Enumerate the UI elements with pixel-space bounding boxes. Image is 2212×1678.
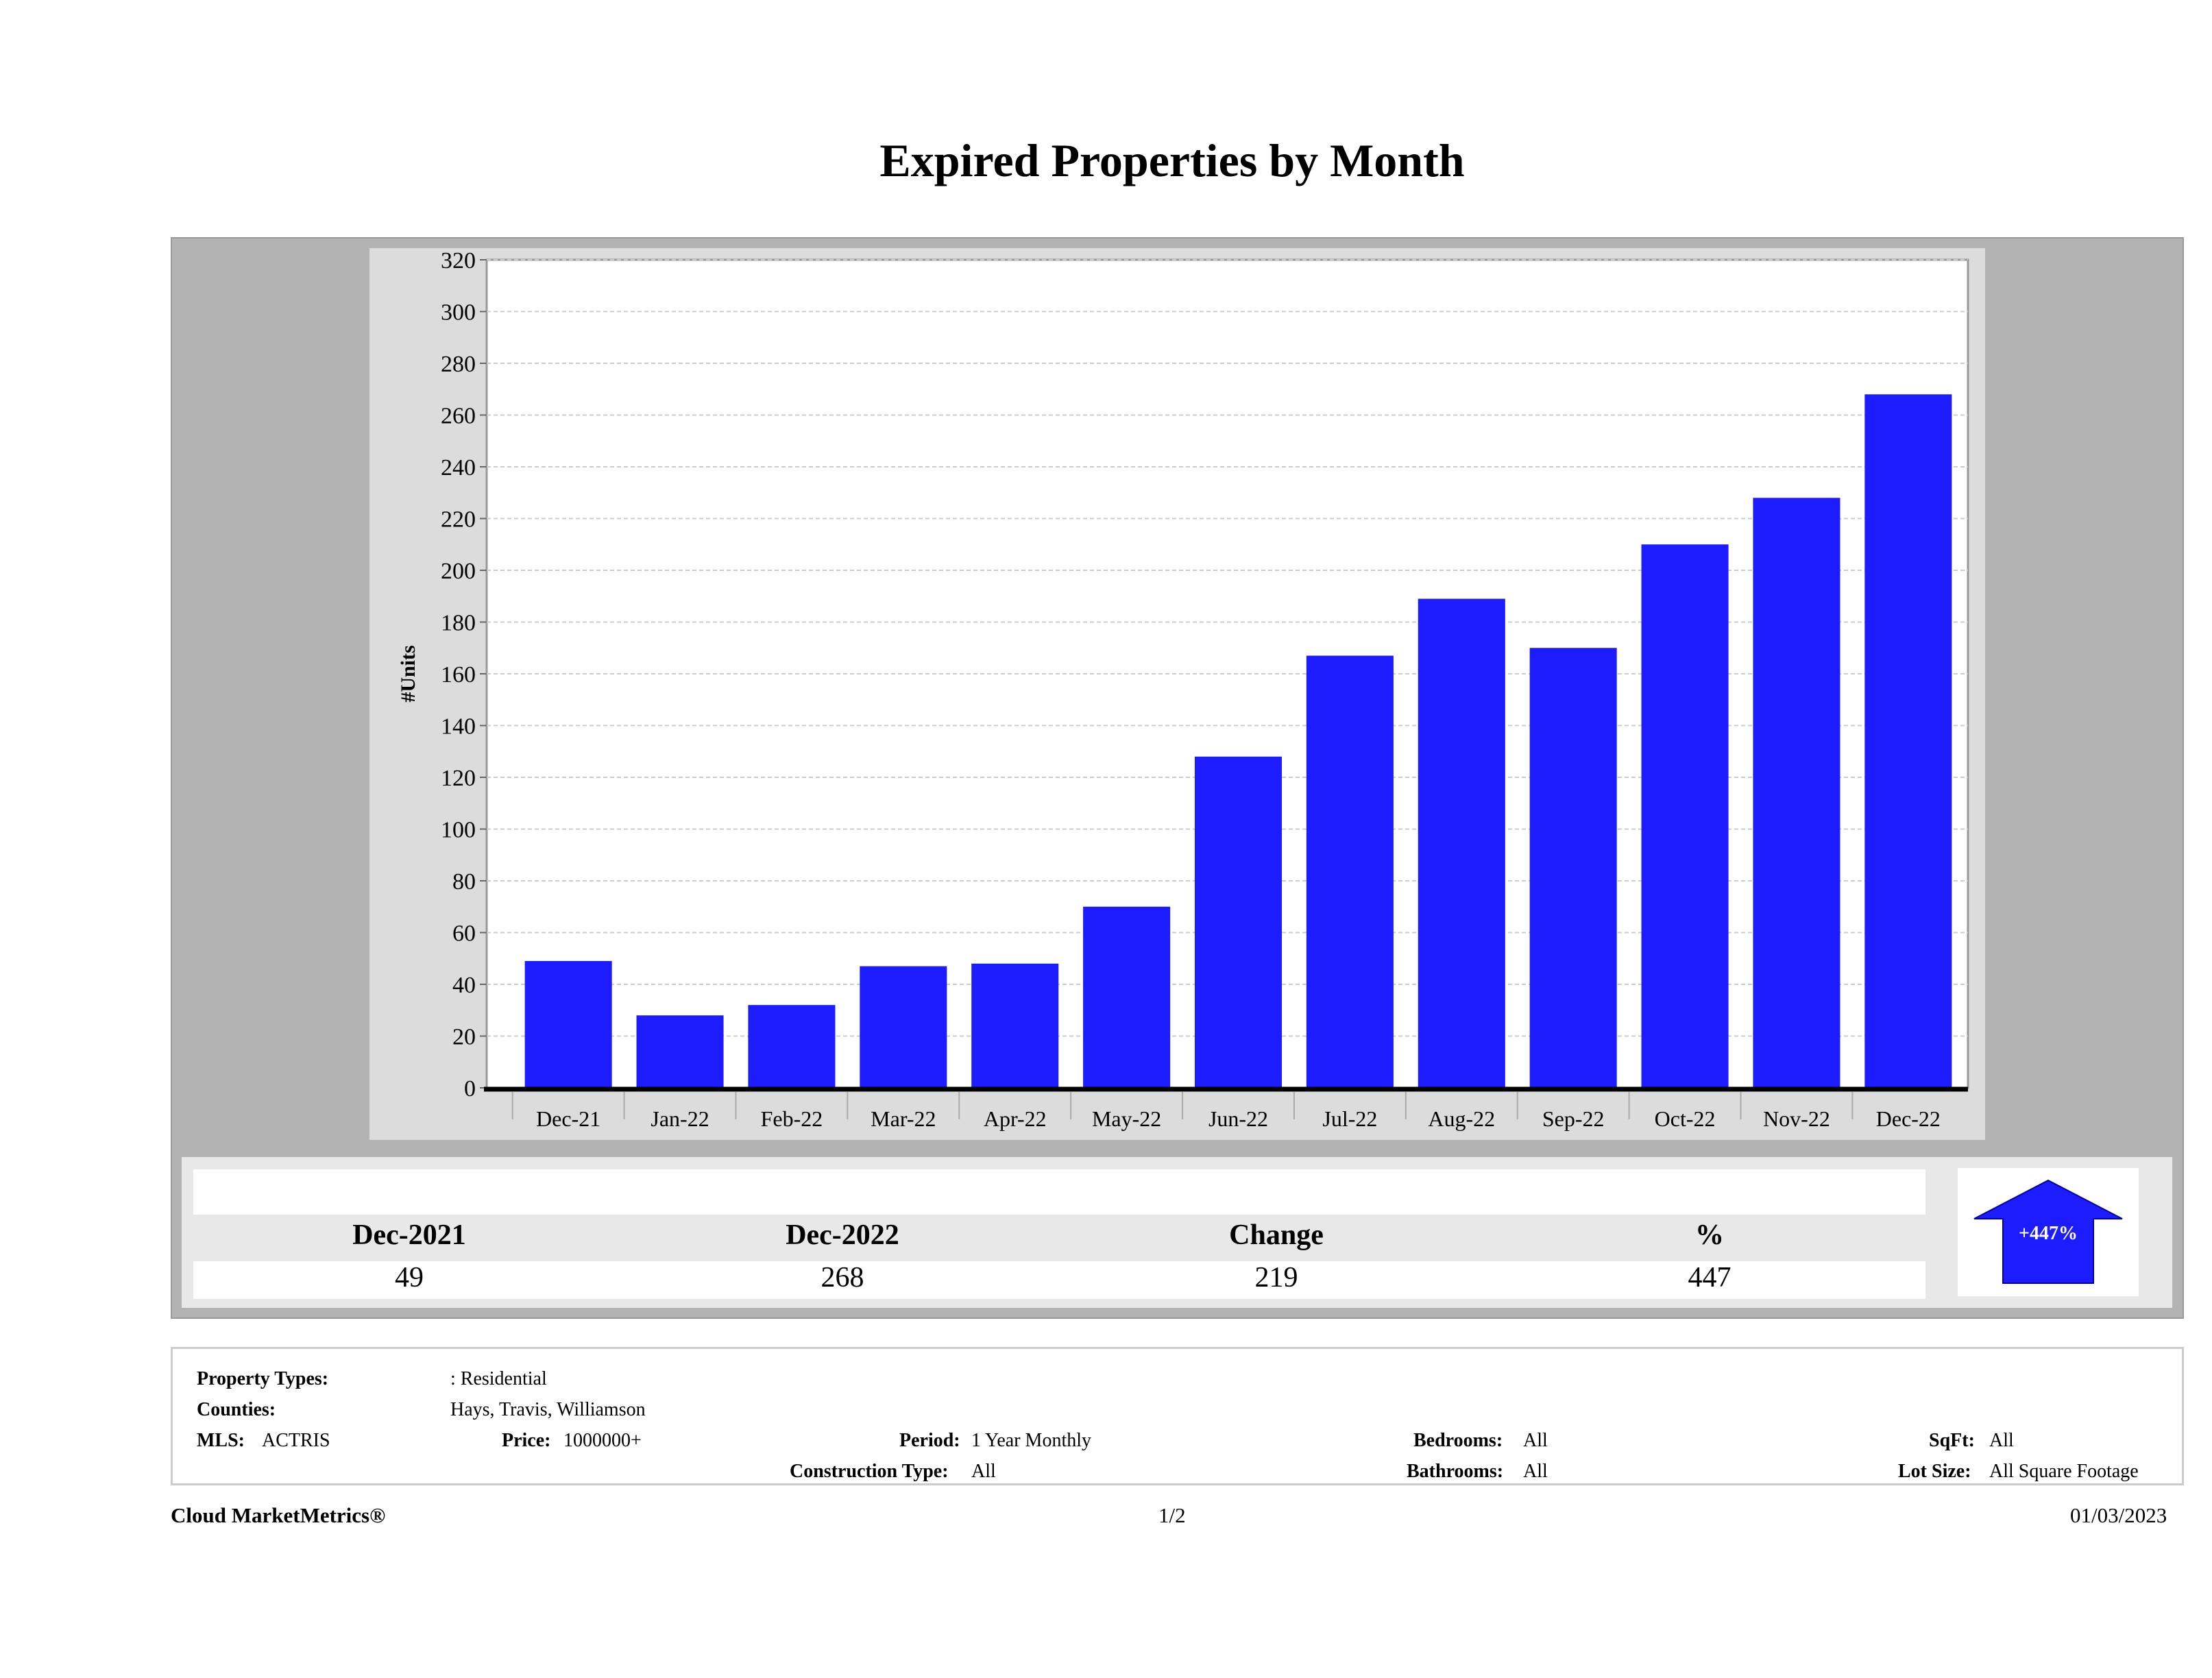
summary-blank-row bbox=[193, 1169, 1925, 1215]
change-badge: +447% bbox=[1958, 1168, 2139, 1296]
x-tick-label: Oct-22 bbox=[1655, 1106, 1716, 1131]
summary-value: 268 bbox=[821, 1262, 864, 1293]
footer-date: 01/03/2023 bbox=[2070, 1503, 2167, 1527]
y-tick-label: 80 bbox=[452, 869, 476, 895]
summary-header: Dec-2021 bbox=[352, 1219, 466, 1251]
bedrooms-value: All bbox=[1523, 1430, 1548, 1451]
lot-size-value: All Square Footage bbox=[1989, 1461, 2139, 1482]
x-tick-label: Sep-22 bbox=[1542, 1106, 1605, 1131]
bar bbox=[748, 1005, 836, 1088]
y-tick-label: 240 bbox=[441, 455, 476, 481]
x-tick-label: Dec-22 bbox=[1876, 1106, 1941, 1131]
x-tick-label: Dec-21 bbox=[536, 1106, 600, 1131]
price-value: 1000000+ bbox=[563, 1430, 642, 1451]
summary-header: % bbox=[1695, 1219, 1724, 1251]
bathrooms-value: All bbox=[1523, 1461, 1548, 1482]
y-tick-label: 320 bbox=[441, 248, 476, 273]
x-tick-label: Jun-22 bbox=[1208, 1106, 1268, 1131]
arrow-up-icon bbox=[1973, 1179, 2123, 1284]
y-tick-label: 300 bbox=[441, 300, 476, 326]
x-tick-label: Jan-22 bbox=[651, 1106, 709, 1131]
bar bbox=[1083, 906, 1171, 1088]
bar bbox=[636, 1015, 724, 1088]
y-tick-label: 200 bbox=[441, 559, 476, 584]
counties-label: Counties: bbox=[197, 1399, 276, 1420]
mls-value: ACTRIS bbox=[262, 1430, 330, 1451]
construction-label: Construction Type: bbox=[790, 1461, 949, 1482]
bar bbox=[1306, 655, 1394, 1088]
y-tick-label: 100 bbox=[441, 818, 476, 843]
y-tick-label: 180 bbox=[441, 611, 476, 636]
bar bbox=[1641, 544, 1729, 1088]
change-badge-label: +447% bbox=[2019, 1223, 2078, 1244]
bedrooms-label: Bedrooms: bbox=[1413, 1430, 1503, 1451]
sqft-value: All bbox=[1989, 1430, 2014, 1451]
bar bbox=[1194, 756, 1283, 1088]
y-tick-label: 220 bbox=[441, 507, 476, 533]
y-tick-label: 140 bbox=[441, 714, 476, 740]
y-tick-label: 280 bbox=[441, 352, 476, 377]
x-tick-label: Apr-22 bbox=[984, 1106, 1047, 1131]
bathrooms-label: Bathrooms: bbox=[1407, 1461, 1504, 1482]
x-tick-label: Mar-22 bbox=[871, 1106, 936, 1131]
bar bbox=[971, 963, 1059, 1088]
counties-value: Hays, Travis, Williamson bbox=[450, 1399, 646, 1420]
bar bbox=[1529, 648, 1617, 1088]
lot-size-label: Lot Size: bbox=[1898, 1461, 1971, 1482]
bar bbox=[1753, 498, 1840, 1088]
x-tick-label: Nov-22 bbox=[1763, 1106, 1830, 1131]
summary-header: Dec-2022 bbox=[786, 1219, 899, 1251]
summary-values-row bbox=[193, 1261, 1925, 1299]
summary-header: Change bbox=[1229, 1219, 1324, 1251]
page-title: Expired Properties by Month bbox=[879, 134, 1465, 186]
mls-label: MLS: bbox=[197, 1430, 245, 1451]
bar bbox=[1418, 598, 1505, 1088]
x-tick-label: Aug-22 bbox=[1428, 1106, 1495, 1131]
y-tick-label: 160 bbox=[441, 662, 476, 688]
y-tick-label: 60 bbox=[452, 921, 476, 947]
y-axis-label: #Units bbox=[397, 645, 420, 702]
construction-value: All bbox=[971, 1461, 996, 1482]
criteria-box: Property Types: : Residential Counties: … bbox=[171, 1347, 2184, 1485]
footer-brand: Cloud MarketMetrics® bbox=[171, 1503, 386, 1527]
y-tick-label: 0 bbox=[464, 1076, 476, 1102]
period-label: Period: bbox=[899, 1430, 960, 1451]
bar-chart: 0 20 40 60 80 100 120 140 160 180 200 220 240 260 280 3… bbox=[397, 248, 1969, 1131]
bar bbox=[1864, 394, 1952, 1088]
summary-value: 219 bbox=[1254, 1262, 1298, 1293]
bar bbox=[524, 961, 612, 1088]
property-types-value: : Residential bbox=[450, 1368, 547, 1389]
y-tick-label: 260 bbox=[441, 404, 476, 429]
bar bbox=[860, 966, 947, 1088]
summary-value: 49 bbox=[395, 1262, 424, 1293]
y-tick-label: 120 bbox=[441, 766, 476, 791]
summary-value: 447 bbox=[1688, 1262, 1731, 1293]
y-tick-label: 20 bbox=[452, 1025, 476, 1050]
footer-page: 1/2 bbox=[1158, 1503, 1186, 1527]
x-tick-label: May-22 bbox=[1092, 1106, 1161, 1131]
x-tick-label: Feb-22 bbox=[761, 1106, 823, 1131]
y-tick-label: 40 bbox=[452, 973, 476, 998]
price-label: Price: bbox=[502, 1430, 551, 1451]
sqft-label: SqFt: bbox=[1929, 1430, 1975, 1451]
period-value: 1 Year Monthly bbox=[971, 1430, 1092, 1451]
property-types-label: Property Types: bbox=[197, 1368, 329, 1389]
summary-panel: Dec-2021 Dec-2022 Change % 49 268 219 44… bbox=[182, 1157, 2172, 1308]
x-tick-label: Jul-22 bbox=[1322, 1106, 1377, 1131]
